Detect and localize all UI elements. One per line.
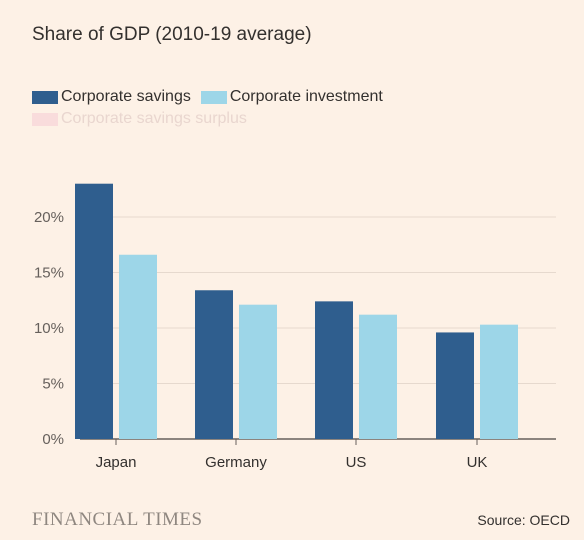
bar-investment-japan — [119, 254, 157, 439]
y-tick-label: 10% — [34, 320, 64, 337]
legend-label-surplus: Corporate savings surplus — [61, 110, 247, 127]
bar-investment-uk — [480, 324, 518, 439]
chart-title: Share of GDP (2010-19 average) — [32, 24, 312, 45]
y-tick-label: 20% — [34, 209, 64, 226]
y-tick-label: 0% — [42, 431, 64, 448]
bar-investment-us — [359, 314, 397, 439]
bar-savings-japan — [75, 183, 113, 439]
bar-savings-us — [315, 301, 353, 439]
legend-swatch-surplus — [32, 112, 58, 126]
x-tick-label: UK — [467, 454, 488, 471]
x-tick-label: US — [346, 454, 367, 471]
legend-swatch-investment — [200, 90, 227, 104]
legend-item-investment: Corporate investment — [200, 88, 383, 106]
bar-investment-germany — [239, 304, 277, 439]
legend-item-surplus: Corporate savings surplus — [32, 110, 247, 128]
x-tick-label: Japan — [96, 454, 137, 471]
legend: Corporate savings Corporate investment C… — [32, 86, 393, 130]
legend-label-savings: Corporate savings — [61, 88, 191, 105]
source-note: Source: OECD — [477, 512, 570, 528]
ft-logo: FINANCIAL TIMES — [32, 509, 203, 530]
bar-savings-germany — [195, 290, 233, 439]
x-tick-label: Germany — [205, 454, 267, 471]
legend-item-savings: Corporate savings — [32, 88, 191, 106]
bar-savings-uk — [436, 332, 474, 439]
y-tick-label: 15% — [34, 265, 64, 282]
legend-label-investment: Corporate investment — [229, 88, 383, 105]
legend-swatch-savings — [32, 90, 58, 104]
y-tick-label: 5% — [42, 376, 64, 393]
